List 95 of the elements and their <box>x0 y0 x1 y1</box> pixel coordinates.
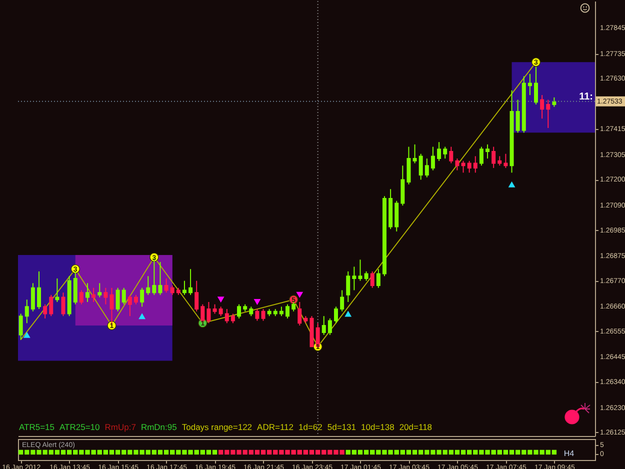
candlestick <box>467 160 472 174</box>
candlestick <box>18 313 23 340</box>
candlestick <box>540 94 544 120</box>
annotation: ATR25=10 <box>60 422 100 432</box>
candlestick <box>334 306 338 324</box>
annotation: Todays range=122 <box>182 422 252 432</box>
candlestick <box>237 304 242 319</box>
candlestick <box>146 276 150 296</box>
point <box>296 292 304 298</box>
candlestick <box>116 287 120 312</box>
candlestick <box>400 165 405 206</box>
candlestick <box>224 308 229 324</box>
candlestick <box>473 156 478 174</box>
candlestick <box>24 299 29 324</box>
candlestick <box>430 146 435 171</box>
candlestick <box>322 316 326 336</box>
candlestick <box>158 262 162 296</box>
candlestick <box>328 318 332 336</box>
candlestick <box>340 290 344 312</box>
candlestick <box>122 287 126 305</box>
candlestick <box>546 99 550 128</box>
candlestick <box>92 287 96 302</box>
candlestick <box>230 313 235 324</box>
candlestick <box>194 280 199 312</box>
candlestick <box>552 96 556 108</box>
annotation: 5d=131 <box>327 422 356 432</box>
candlestick <box>516 99 520 134</box>
candlestick <box>424 158 429 178</box>
annotation: H4 <box>564 449 575 458</box>
candlestick <box>394 200 399 232</box>
candlestick <box>498 156 502 166</box>
candlestick <box>346 270 350 302</box>
point <box>344 310 352 317</box>
candlestick <box>61 292 66 317</box>
candlestick <box>479 146 484 166</box>
candlestick <box>406 146 411 185</box>
annotation: 10d=138 <box>361 422 394 432</box>
candlestick <box>449 146 454 164</box>
annotation: 20d=118 <box>399 422 432 432</box>
candlestick <box>492 146 496 168</box>
annotation: RmUp:7 <box>104 422 136 432</box>
candlestick <box>212 304 217 314</box>
candlestick <box>534 66 538 105</box>
point <box>254 298 261 305</box>
candlestick <box>364 270 368 282</box>
candlestick <box>182 280 186 296</box>
candlestick <box>134 294 138 305</box>
candlestick <box>437 142 442 162</box>
candlestick <box>292 301 296 312</box>
point <box>217 296 224 303</box>
point <box>138 313 146 320</box>
candlestick <box>49 294 54 317</box>
candlestick <box>486 144 490 160</box>
candlestick <box>255 308 260 322</box>
candlestick <box>504 153 508 168</box>
point <box>508 181 516 188</box>
candlestick <box>79 290 84 305</box>
candlestick <box>98 282 102 298</box>
candlestick <box>261 308 266 322</box>
candlestick <box>55 278 60 302</box>
candlestick <box>358 259 362 282</box>
candlestick <box>455 158 460 171</box>
candlestick <box>528 73 532 96</box>
annotation: RmDn:95 <box>140 422 177 432</box>
candlestick <box>286 304 290 319</box>
annotation: 11: <box>579 91 593 102</box>
candlestick <box>37 270 42 310</box>
candlestick <box>298 301 302 326</box>
candlestick <box>152 256 156 296</box>
candlestick <box>86 282 90 302</box>
candlestick <box>376 268 380 288</box>
candlestick <box>370 270 374 288</box>
annotation: ATR5=15 <box>19 422 55 432</box>
candlestick <box>30 282 35 312</box>
candlestick <box>418 153 423 180</box>
candlestick <box>73 270 78 305</box>
candlestick <box>110 287 114 326</box>
annotation: 1d=62 <box>298 422 322 432</box>
candlestick <box>140 287 144 308</box>
candlestick <box>279 306 284 317</box>
candlestick <box>188 268 193 296</box>
annotation: ADR=112 <box>257 422 294 432</box>
candlestick <box>443 146 448 160</box>
candlestick <box>128 294 132 317</box>
candlestick <box>461 160 466 174</box>
candlestick <box>206 301 211 324</box>
candlestick <box>218 306 223 317</box>
candlestick <box>412 144 417 164</box>
candlestick <box>43 304 48 319</box>
candlestick <box>170 285 174 296</box>
candlestick <box>164 278 168 294</box>
point <box>23 332 30 338</box>
candlestick <box>104 287 108 305</box>
candlestick <box>249 306 254 317</box>
candlestick <box>352 266 356 291</box>
